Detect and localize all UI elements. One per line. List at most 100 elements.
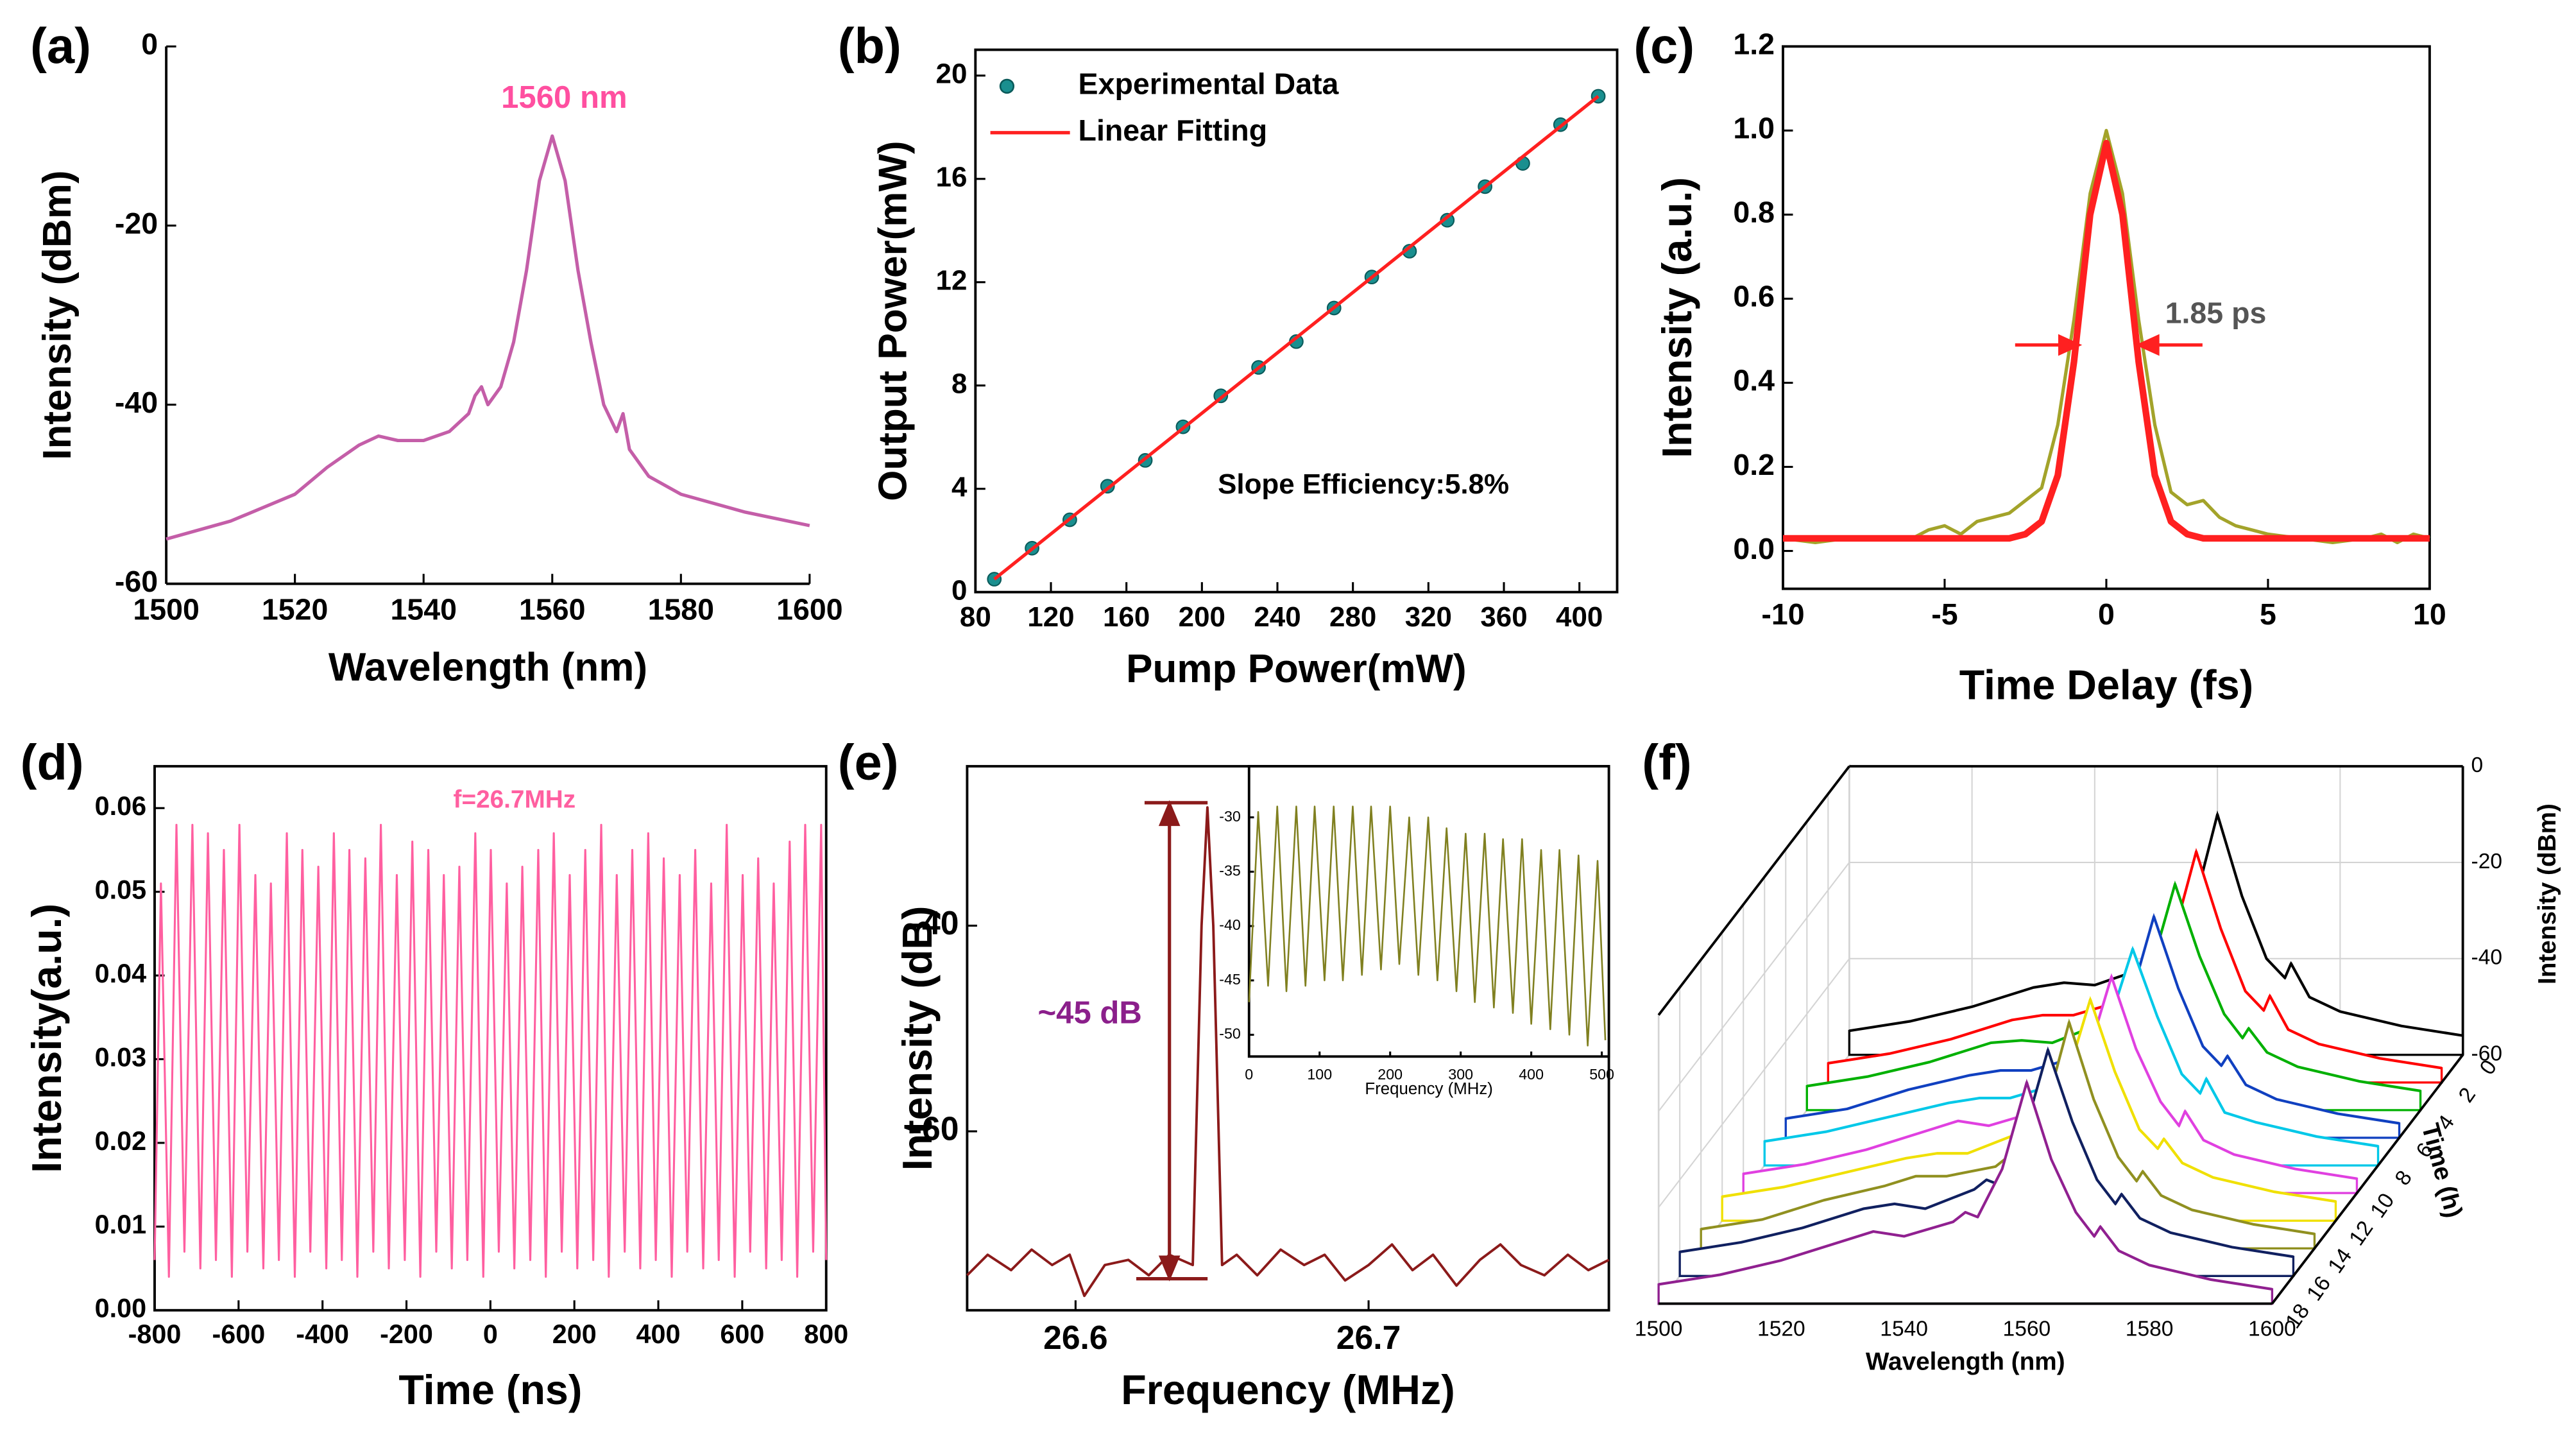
arrow-head <box>1158 800 1181 827</box>
y-tick-label: -50 <box>1219 1025 1241 1042</box>
y-tick-label: 1.2 <box>1733 28 1775 61</box>
x-tick-label: 280 <box>1329 601 1376 633</box>
x-tick-label: 320 <box>1405 601 1452 633</box>
y-tick-label: 20 <box>936 58 968 89</box>
data-line <box>966 806 1610 1298</box>
x-tick-label: 1560 <box>519 592 585 626</box>
x-tick-label: -5 <box>1931 597 1958 631</box>
y-tick-label: 16 <box>936 161 968 193</box>
y-axis-label: Intensity (dBm) <box>35 170 80 459</box>
plot-frame <box>974 48 1619 594</box>
x-tick-label: 400 <box>636 1319 681 1349</box>
y-axis-label: Intensity(a.u.) <box>24 904 70 1173</box>
x-tick-label: 300 <box>1448 1066 1473 1083</box>
y-tick-label: -30 <box>1219 808 1241 825</box>
legend-label: Experimental Data <box>1079 67 1340 101</box>
data-line <box>993 94 1599 581</box>
x-tick-label: -800 <box>128 1319 182 1349</box>
data-line <box>1248 805 1607 1047</box>
y-tick-label: 8 <box>2391 1167 2417 1190</box>
x-tick-label: 1540 <box>390 592 456 626</box>
x-tick-label: 1500 <box>133 592 199 626</box>
panel-label: (a) <box>30 19 91 74</box>
z-axis-label: Intensity (dBm) <box>2534 803 2561 984</box>
x-tick-label: 160 <box>1103 601 1150 633</box>
x-tick-label: 400 <box>1519 1066 1544 1083</box>
z-tick-label: -20 <box>2471 850 2503 873</box>
x-tick-label: -10 <box>1761 597 1804 631</box>
y-tick-label: 0 <box>951 574 967 606</box>
x-axis-label: Frequency (MHz) <box>1121 1367 1455 1413</box>
data-line <box>153 823 828 1278</box>
x-tick-label: 360 <box>1480 601 1527 633</box>
panel-label: (f) <box>1642 735 1691 791</box>
x-tick-label: 80 <box>960 601 991 633</box>
x-tick-label: 1560 <box>2003 1317 2051 1341</box>
y-tick-label: 12 <box>2345 1217 2378 1250</box>
fwhm-arrows <box>2015 334 2203 356</box>
y-tick-label: 0.2 <box>1733 448 1775 481</box>
y-tick-label: 0.00 <box>95 1294 146 1323</box>
x-tick-label: 1520 <box>262 592 328 626</box>
x-tick-label: 600 <box>720 1319 764 1349</box>
x-tick-label: 1580 <box>648 592 714 626</box>
axis-line <box>2271 1054 2464 1305</box>
x-axis-label: Time Delay (fs) <box>1959 662 2253 708</box>
y-tick-label: 4 <box>951 471 968 502</box>
panel-label: (b) <box>838 19 901 74</box>
spectrum-line <box>1658 1081 2273 1291</box>
x-tick-label: 1500 <box>1635 1317 1683 1341</box>
plot-frame <box>1247 765 1610 1058</box>
y-tick-label: -35 <box>1219 862 1241 879</box>
x-tick-label: 0 <box>2098 597 2115 631</box>
snr-arrow <box>1136 800 1208 1282</box>
x-tick-label: 200 <box>1179 601 1225 633</box>
y-tick-label: -60 <box>911 1110 959 1147</box>
x-tick-label: 0 <box>483 1319 498 1349</box>
x-tick-label: 240 <box>1254 601 1301 633</box>
x-tick-label: -200 <box>380 1319 433 1349</box>
x-tick-label: 10 <box>2413 597 2446 631</box>
y-tick-label: -60 <box>115 565 158 598</box>
y-tick-label: 0.06 <box>95 791 146 821</box>
y-tick-label: 0.6 <box>1733 280 1775 313</box>
x-tick-label: 0 <box>1245 1066 1253 1083</box>
panel-label: (d) <box>21 735 84 791</box>
data-line <box>166 134 810 541</box>
y-tick-label: 0 <box>141 28 158 61</box>
y-tick-label: 14 <box>2324 1244 2357 1278</box>
annotation: f=26.7MHz <box>454 786 576 814</box>
x-axis-label: Pump Power(mW) <box>1126 647 1467 691</box>
x-tick-label: 1540 <box>1880 1317 1928 1341</box>
axis-line <box>1657 765 1850 1016</box>
y-axis-label: Output Power(mW) <box>871 141 916 501</box>
grid-line <box>1658 958 1850 1208</box>
x-tick-label: 120 <box>1027 601 1074 633</box>
z-tick-label: -60 <box>2471 1042 2503 1066</box>
x-tick-label: 1600 <box>2248 1317 2296 1341</box>
x-tick-label: 1580 <box>2126 1317 2174 1341</box>
y-axis-label: Intensity (a.u.) <box>1654 177 1700 458</box>
x-tick-label: 100 <box>1307 1066 1332 1083</box>
z-tick-label: -40 <box>2471 946 2503 970</box>
x-axis-label: Wavelength (nm) <box>1866 1348 2065 1376</box>
x-axis-label: Wavelength (nm) <box>328 646 647 690</box>
y-axis-label: Time (h) <box>2416 1120 2468 1221</box>
y-tick-label: -45 <box>1219 971 1241 988</box>
legend-marker <box>999 78 1015 94</box>
y-tick-label: -40 <box>911 904 959 941</box>
y-tick-label: 0.05 <box>95 875 146 905</box>
x-tick-label: 5 <box>2260 597 2276 631</box>
x-tick-label: 400 <box>1556 601 1603 633</box>
y-tick-label: 8 <box>951 368 967 399</box>
y-axis-label: Intensity (dB) <box>894 906 941 1171</box>
annotation: 1.85 ps <box>2165 296 2267 329</box>
x-tick-label: 26.6 <box>1043 1319 1108 1356</box>
x-tick-label: -400 <box>296 1319 349 1349</box>
panel-label: (e) <box>838 735 899 791</box>
y-tick-label: 1.0 <box>1733 112 1775 145</box>
y-tick-label: -40 <box>1219 916 1241 933</box>
x-tick-label: 1600 <box>776 592 842 626</box>
y-tick-label: 0.04 <box>95 959 146 988</box>
